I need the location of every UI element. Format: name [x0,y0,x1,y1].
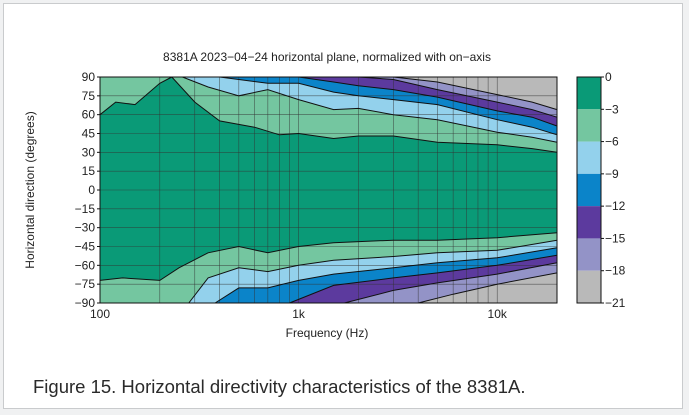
colorbar-swatch [577,206,601,239]
y-tick-label: 75 [82,89,96,103]
colorbar-label: −9 [605,167,619,181]
contour-line-level-9 [214,247,558,304]
y-tick-label: −15 [75,202,96,216]
contour-line-level-18 [418,272,558,304]
colorbar-swatch [577,141,601,174]
y-tick-label: 30 [82,145,96,159]
y-tick-label: 90 [82,70,96,84]
contour-line-level-3 [99,232,558,281]
figure-caption: Figure 15. Horizontal directivity charac… [33,376,526,397]
y-tick-label: −60 [75,258,96,272]
contour-line-level-9 [219,76,558,136]
contour-line-level-6 [182,76,558,143]
x-axis-ticks: 100 1k 10k [90,307,508,321]
x-tick-label: 100 [90,307,110,321]
colorbar-label: −18 [605,264,626,278]
colorbar-swatch [577,173,601,207]
y-tick-label: 45 [82,127,96,141]
y-tick-label: −30 [75,221,96,235]
contour-line-level-12 [289,254,558,304]
colorbar-border [576,76,602,304]
contour-line-level-6 [188,239,558,304]
x-tick-label: 1k [292,307,306,321]
colorbar-swatch [577,238,601,271]
contour-line-level-12 [254,76,558,127]
y-tick-label: 0 [88,183,95,197]
y-tick-label: 15 [82,164,96,178]
y-tick-label: −75 [75,277,96,291]
y-tick-label: −90 [75,296,96,310]
y-tick-label: 60 [82,108,96,122]
y-tick-label: −45 [75,240,96,254]
contour-line-level-15 [344,262,558,304]
colorbar-swatch [577,109,601,142]
colorbar-label: −15 [605,231,626,245]
x-axis-label: Frequency (Hz) [286,326,369,340]
colorbar-label: −21 [605,296,626,310]
colorbar-swatch [577,77,601,110]
x-tick-label: 10k [488,307,508,321]
colorbar-label: 0 [605,70,612,84]
figure-frame: 8381A 2023−04−24 horizontal plane, norma… [3,3,683,409]
colorbar-label: −12 [605,199,626,213]
contour-line-level-3 [99,76,173,116]
chart-title: 8381A 2023−04−24 horizontal plane, norma… [163,50,491,64]
colorbar-label: −3 [605,102,619,116]
directivity-chart: 8381A 2023−04−24 horizontal plane, norma… [23,50,626,340]
colorbar-swatch [577,270,601,303]
contour-line-level-3 [171,76,558,153]
y-axis-label: Horizontal direction (degrees) [23,111,37,268]
contour-line-level-18 [393,76,558,111]
y-axis-ticks: 90 75 60 45 30 15 0 −15 −30 −45 −60 −75 −90 [75,70,100,310]
level-region-upper-6 [393,77,557,110]
colorbar-label: −6 [605,135,619,149]
colorbar: 0 −3 −6 −9 −12 −15 −18 −21 [576,70,626,310]
